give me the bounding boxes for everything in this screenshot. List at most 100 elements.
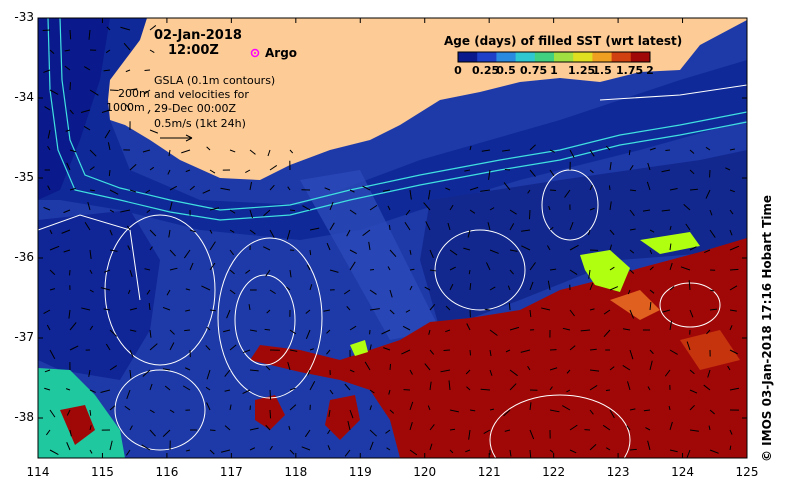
- velocity-arrow: [669, 187, 678, 191]
- velocity-arrow: [144, 268, 151, 271]
- velocity-arrow: [46, 324, 51, 331]
- yellowgreen-sst-patch: [640, 232, 700, 254]
- y-tick-label: -38: [14, 410, 34, 424]
- velocity-arrow: [628, 149, 631, 156]
- velocity-arrow: [729, 429, 733, 435]
- deep-ocean-patch: [38, 210, 160, 380]
- velocity-arrow: [504, 168, 511, 171]
- velocity-arrow: [149, 166, 155, 171]
- velocity-arrow: [149, 329, 152, 338]
- velocity-arrow: [589, 384, 598, 391]
- velocity-arrow: [369, 441, 374, 451]
- velocity-arrow: [362, 229, 371, 236]
- velocity-arrow: [707, 369, 711, 378]
- velocity-arrow: [605, 145, 611, 151]
- velocity-arrow: [169, 329, 175, 335]
- velocity-arrow: [449, 249, 458, 256]
- velocity-arrow: [209, 169, 216, 174]
- velocity-arrow: [649, 229, 655, 233]
- velocity-arrow: [106, 26, 111, 31]
- velocity-arrow: [69, 149, 77, 153]
- map-date: 02-Jan-2018: [154, 28, 242, 43]
- velocity-arrow: [287, 362, 291, 371]
- velocity-arrow: [185, 449, 191, 452]
- velocity-arrow: [549, 367, 558, 371]
- velocity-arrow: [63, 249, 71, 253]
- old-sst-region: [250, 238, 747, 458]
- colorbar-swatch: [630, 52, 651, 62]
- velocity-arrow: [120, 26, 131, 31]
- velocity-arrow: [63, 209, 71, 214]
- y-tick-label: -36: [14, 250, 34, 264]
- velocity-arrow: [725, 167, 731, 171]
- velocity-arrow: [529, 402, 532, 411]
- velocity-arrow: [329, 201, 334, 211]
- velocity-arrows: [42, 25, 740, 458]
- velocity-arrow: [164, 385, 171, 391]
- velocity-arrow: [89, 189, 95, 192]
- velocity-arrow: [669, 349, 678, 355]
- velocity-arrow: [445, 305, 451, 311]
- velocity-arrow: [709, 449, 719, 454]
- velocity-arrow: [488, 169, 491, 180]
- velocity-arrow: [229, 269, 235, 275]
- velocity-arrow: [229, 209, 236, 214]
- velocity-arrow: [209, 229, 213, 234]
- colorbar-swatch: [554, 52, 574, 62]
- velocity-arrow: [388, 389, 391, 395]
- orange-sst-patch: [610, 290, 660, 320]
- velocity-arrow: [704, 249, 711, 254]
- velocity-arrow: [343, 289, 351, 295]
- velocity-arrow: [466, 386, 471, 391]
- velocity-arrow: [589, 369, 600, 372]
- credit-text: © IMOS 03-Jan-2018 17:16 Hobart Time: [760, 194, 774, 462]
- velocity-arrow: [224, 369, 231, 377]
- velocity-arrow: [429, 304, 436, 311]
- velocity-arrow: [249, 329, 257, 332]
- colorbar-swatch: [515, 52, 536, 62]
- velocity-arrow: [683, 203, 691, 211]
- velocity-arrow: [729, 189, 736, 193]
- velocity-arrow: [329, 389, 334, 395]
- velocity-arrow: [602, 424, 611, 431]
- velocity-arrow: [483, 429, 491, 435]
- velocity-arrow: [669, 421, 673, 431]
- velocity-arrow: [489, 349, 492, 357]
- velocity-arrow: [83, 126, 91, 131]
- velocity-arrow: [729, 325, 733, 331]
- velocity-arrow: [589, 207, 595, 211]
- velocity-arrow: [509, 249, 518, 252]
- velocity-arrow: [389, 409, 395, 414]
- velocity-arrow: [49, 288, 56, 291]
- velocity-arrow: [369, 405, 372, 411]
- velocity-arrow: [206, 369, 211, 380]
- velocity-arrow: [184, 367, 191, 371]
- velocity-arrow: [127, 289, 131, 294]
- velocity-arrow: [327, 429, 331, 435]
- velocity-arrow: [629, 209, 635, 216]
- x-tick-label: 115: [91, 465, 114, 479]
- velocity-arrow: [49, 89, 59, 95]
- velocity-arrow: [627, 289, 631, 295]
- velocity-arrow: [402, 325, 411, 331]
- velocity-arrow: [729, 285, 738, 291]
- velocity-arrow: [103, 308, 111, 311]
- velocity-arrow: [206, 326, 211, 331]
- velocity-arrow: [289, 449, 295, 455]
- velocity-arrow: [705, 189, 711, 199]
- velocity-arrow: [307, 369, 311, 376]
- velocity-arrow: [89, 289, 94, 293]
- velocity-arrow: [346, 229, 351, 237]
- velocity-arrow: [609, 366, 615, 371]
- velocity-arrow: [288, 425, 291, 431]
- velocity-arrow: [709, 229, 716, 238]
- deep-ocean-patch: [420, 150, 747, 330]
- velocity-arrow: [369, 268, 375, 271]
- velocity-arrow: [589, 184, 593, 191]
- velocity-arrow: [109, 440, 113, 451]
- velocity-arrow: [603, 309, 611, 315]
- velocity-arrow: [146, 289, 151, 295]
- velocity-arrow: [549, 268, 557, 271]
- gsla-line-4: 0.5m/s (1kt 24h): [154, 117, 246, 130]
- colorbar-title: Age (days) of filled SST (wrt latest): [444, 34, 683, 48]
